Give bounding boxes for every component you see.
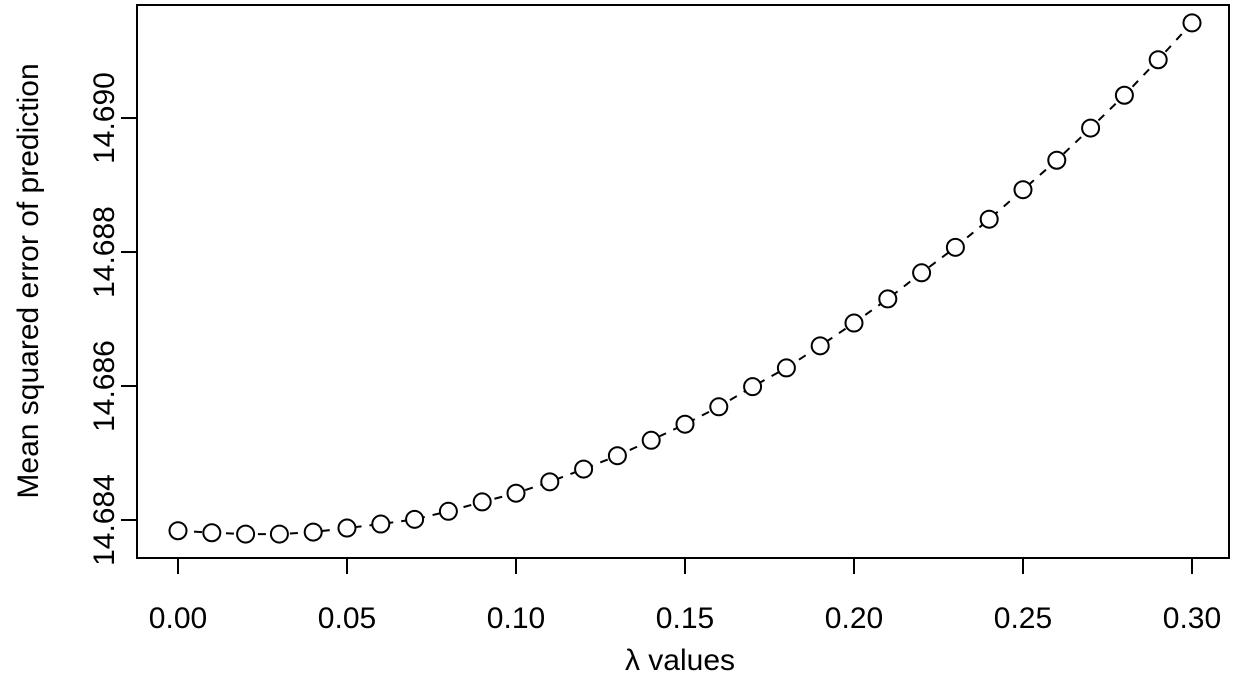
- y-axis-label: Mean squared error of prediction: [12, 63, 45, 498]
- point: [405, 509, 425, 529]
- point: [709, 397, 729, 417]
- x-tick-label: 0.20: [825, 602, 883, 635]
- point: [540, 472, 560, 492]
- point: [1081, 118, 1101, 138]
- point: [472, 492, 492, 512]
- y-tick-label: 14.686: [88, 340, 121, 432]
- series-line: [177, 22, 1193, 536]
- point: [168, 521, 188, 541]
- point: [743, 377, 763, 397]
- x-tick-label: 0.30: [1163, 602, 1221, 635]
- x-tick-label: 0.00: [149, 602, 207, 635]
- x-tick-label: 0.05: [318, 602, 376, 635]
- point: [574, 459, 594, 479]
- point: [371, 514, 391, 534]
- x-axis-label: λ values: [625, 644, 735, 677]
- point: [506, 483, 526, 503]
- y-tick-label: 14.690: [88, 72, 121, 164]
- point: [269, 524, 289, 544]
- point: [1013, 180, 1033, 200]
- point: [912, 263, 932, 283]
- point: [438, 501, 458, 521]
- point: [303, 522, 323, 542]
- x-tick-label: 0.25: [994, 602, 1052, 635]
- point: [641, 430, 661, 450]
- point: [1148, 50, 1168, 70]
- point: [337, 518, 357, 538]
- point: [236, 524, 256, 544]
- y-tick-label: 14.684: [88, 474, 121, 566]
- point: [202, 523, 222, 543]
- y-tick-label: 14.688: [88, 206, 121, 298]
- point: [844, 313, 864, 333]
- point: [979, 209, 999, 229]
- point: [945, 237, 965, 257]
- point: [776, 358, 796, 378]
- plot-frame: [136, 4, 1230, 559]
- x-tick-label: 0.10: [487, 602, 545, 635]
- point: [810, 336, 830, 356]
- x-tick-label: 0.15: [656, 602, 714, 635]
- point: [1114, 85, 1134, 105]
- point: [607, 446, 627, 466]
- point: [878, 289, 898, 309]
- point: [1182, 13, 1202, 33]
- point: [675, 414, 695, 434]
- point: [1047, 150, 1067, 170]
